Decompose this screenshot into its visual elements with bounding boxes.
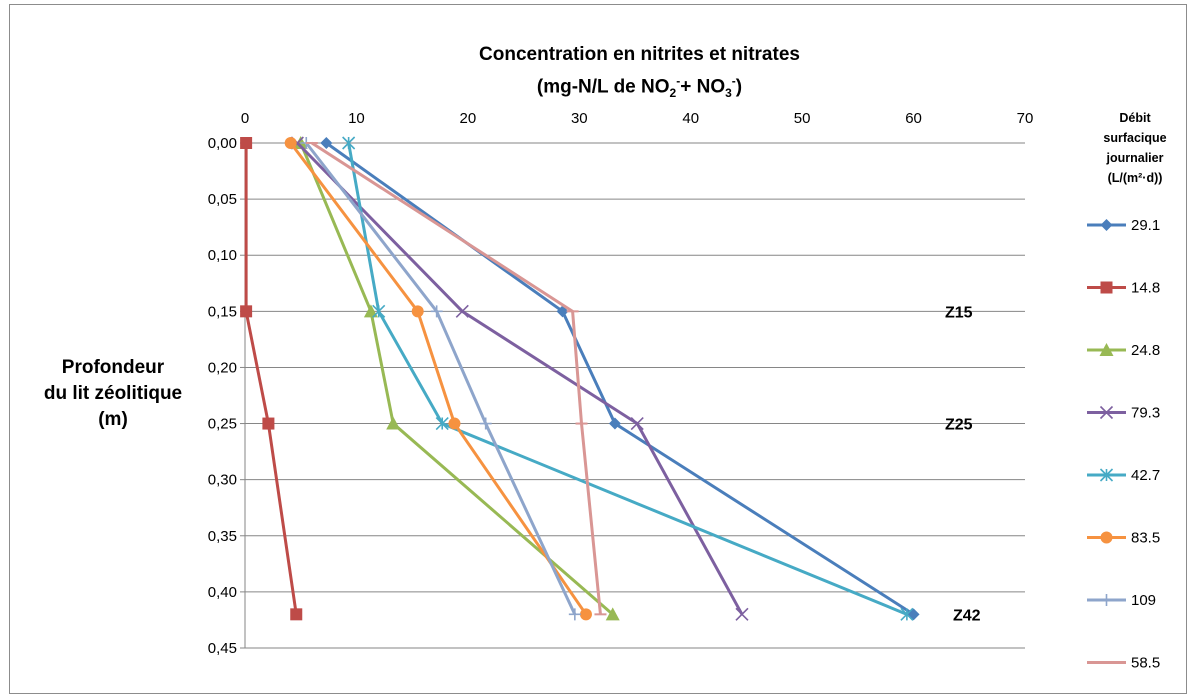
legend-label-29.1: 29.1 <box>1131 217 1160 234</box>
data-point-109-3 <box>568 608 581 621</box>
x-tick-label-2: 20 <box>460 110 477 127</box>
y-tick-label-9: 0,45 <box>208 640 237 657</box>
annotation-Z25: Z25 <box>945 417 973 434</box>
data-point-42.7-3 <box>900 607 914 621</box>
data-point-79.3-1 <box>455 304 469 318</box>
data-point-14.8-2 <box>262 417 275 430</box>
title2-sub2: 3 <box>725 86 732 101</box>
x-tick-label-0: 0 <box>241 110 249 127</box>
data-point-24.8-2 <box>386 416 401 430</box>
y-tick-label-3: 0,15 <box>208 303 237 320</box>
legend-label-83.5: 83.5 <box>1131 530 1160 547</box>
annotation-Z42: Z42 <box>953 607 981 624</box>
annotation-Z15: Z15 <box>945 304 973 321</box>
x-tick-label-1: 10 <box>348 110 365 127</box>
y-axis-label-line2: du lit zéolitique <box>43 383 183 404</box>
x-tick-label-3: 30 <box>571 110 588 127</box>
legend-marker-83.5 <box>1100 531 1113 544</box>
legend-marker-109 <box>1100 594 1113 606</box>
chart-title-line2: (mg-N/L de NO2-+ NO3-) <box>247 74 1032 100</box>
data-point-83.5-1 <box>411 305 424 318</box>
legend-marker-29.1 <box>1100 219 1113 231</box>
legend-marker-79.3 <box>1099 405 1114 420</box>
x-tick-label-6: 60 <box>905 110 922 127</box>
legend-label-14.8: 14.8 <box>1131 280 1160 297</box>
x-tick-label-7: 70 <box>1017 110 1034 127</box>
legend-title: Débit surfacique journalier (L/(m²·d)) <box>1085 108 1185 188</box>
title2-suffix: ) <box>735 76 743 98</box>
y-axis-label: Profondeur du lit zéolitique (m) <box>38 355 188 433</box>
y-tick-label-1: 0,05 <box>208 191 237 208</box>
series-line-42.7 <box>347 142 908 616</box>
x-tick-label-4: 40 <box>682 110 699 127</box>
legend-title-line2: surfacique <box>1103 131 1167 145</box>
data-point-24.8-1 <box>363 304 378 318</box>
data-point-29.1-2 <box>608 417 621 430</box>
series-line-83.5 <box>289 142 588 616</box>
data-point-14.8-3 <box>290 608 303 621</box>
data-point-42.7-0 <box>342 136 356 150</box>
legend-label-79.3: 79.3 <box>1131 405 1160 422</box>
title2-sup2: - <box>731 74 736 88</box>
data-point-83.5-3 <box>579 608 592 621</box>
legend-marker-24.8 <box>1099 343 1114 356</box>
series-line-14.8 <box>244 143 298 615</box>
chart-title-line1: Concentration en nitrites et nitrates <box>479 44 800 65</box>
data-point-83.5-2 <box>448 417 461 430</box>
legend-title-line1: Débit <box>1119 111 1151 125</box>
series-line-58.5 <box>311 141 602 615</box>
title2-sup1: - <box>676 74 681 88</box>
y-tick-label-0: 0,00 <box>208 135 237 152</box>
y-tick-label-4: 0,20 <box>208 359 237 376</box>
data-point-24.8-3 <box>605 607 620 621</box>
legend-label-42.7: 42.7 <box>1131 467 1160 484</box>
legend-label-58.5: 58.5 <box>1131 655 1160 672</box>
x-tick-label-5: 50 <box>794 110 811 127</box>
y-tick-label-7: 0,35 <box>208 528 237 545</box>
data-point-79.3-3 <box>735 607 749 621</box>
y-tick-label-5: 0,25 <box>208 416 237 433</box>
y-tick-label-2: 0,10 <box>208 247 237 264</box>
data-point-42.7-1 <box>372 304 386 318</box>
data-point-14.8-0 <box>240 137 253 149</box>
data-point-29.1-0 <box>320 137 333 149</box>
series-line-29.1 <box>325 141 915 616</box>
series-line-109 <box>305 142 577 615</box>
title2-sub1: 2 <box>669 86 677 101</box>
title2-prefix: (mg-N/L de NO <box>536 76 670 98</box>
legend-title-line4: (L/(m²·d)) <box>1107 171 1163 185</box>
y-tick-label-8: 0,40 <box>208 584 237 601</box>
data-point-83.5-0 <box>284 137 297 149</box>
data-point-42.7-2 <box>435 416 449 431</box>
data-point-79.3-2 <box>630 416 644 431</box>
data-point-109-2 <box>479 417 492 430</box>
legend-label-24.8: 24.8 <box>1131 342 1160 359</box>
legend-marker-14.8 <box>1100 281 1113 294</box>
data-point-109-1 <box>430 305 443 318</box>
data-point-14.8-1 <box>240 305 253 318</box>
series-line-79.3 <box>296 141 744 616</box>
series-line-24.8 <box>299 142 614 616</box>
y-axis-label-line1: Profondeur <box>61 357 165 378</box>
y-tick-label-6: 0,30 <box>208 472 237 489</box>
legend-marker-42.7 <box>1099 468 1114 482</box>
title2-middle: + NO <box>680 76 726 98</box>
y-axis-label-line3: (m) <box>98 409 128 430</box>
legend-label-109: 109 <box>1131 592 1156 609</box>
legend-title-line3: journalier <box>1106 151 1164 165</box>
